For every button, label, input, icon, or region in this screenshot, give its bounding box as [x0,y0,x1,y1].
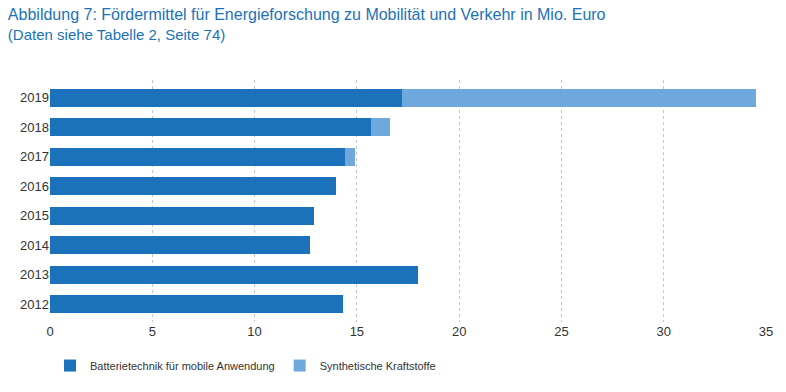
svg-text:2017: 2017 [20,149,49,164]
svg-text:30: 30 [656,324,670,339]
svg-text:25: 25 [554,324,568,339]
svg-text:5: 5 [149,324,156,339]
svg-text:2013: 2013 [20,267,49,282]
svg-text:10: 10 [247,324,261,339]
svg-text:2012: 2012 [20,297,49,312]
svg-text:2015: 2015 [20,208,49,223]
svg-text:2018: 2018 [20,120,49,135]
svg-text:Synthetische Kraftstoffe: Synthetische Kraftstoffe [320,360,436,372]
svg-text:35: 35 [759,324,773,339]
svg-text:Batterietechnik für mobile Anw: Batterietechnik für mobile Anwendung [90,360,275,372]
svg-text:Abbildung 7: Fördermittel für: Abbildung 7: Fördermittel für Energiefor… [8,6,606,44]
svg-text:20: 20 [452,324,466,339]
svg-text:15: 15 [350,324,364,339]
svg-text:0: 0 [46,324,53,339]
svg-text:2014: 2014 [20,238,49,253]
svg-text:2016: 2016 [20,179,49,194]
svg-text:2019: 2019 [20,90,49,105]
